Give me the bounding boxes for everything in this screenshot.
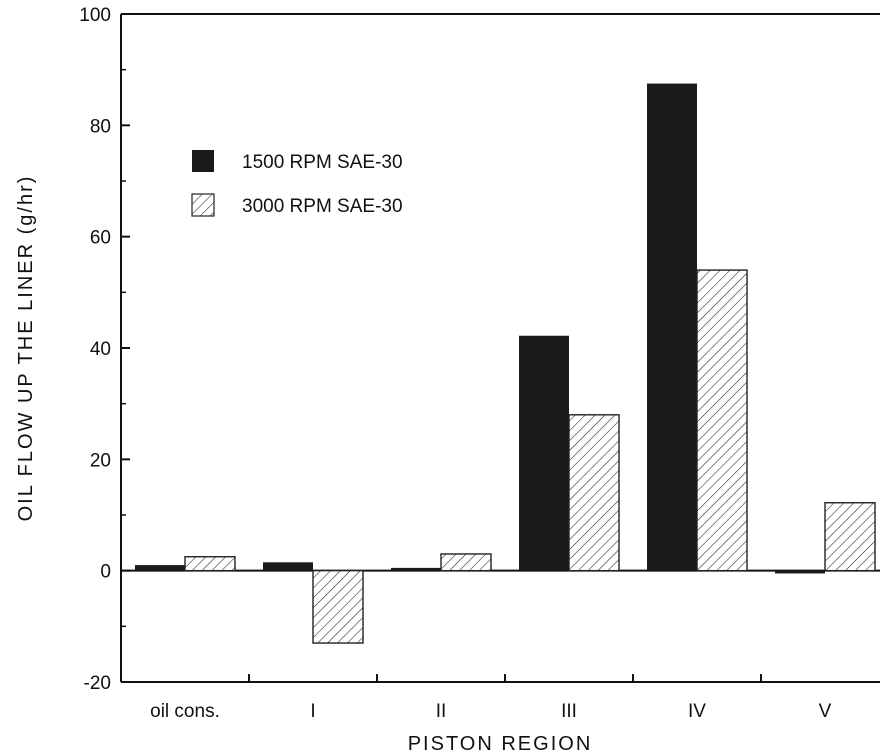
y-tick-label: 60 — [90, 228, 111, 249]
y-tick-label: 0 — [100, 562, 111, 583]
y-tick-label: 80 — [90, 116, 111, 137]
y-tick-label: -20 — [84, 673, 111, 694]
bar-1500rpm — [647, 83, 697, 571]
x-tick-label: I — [310, 701, 315, 722]
bar-3000rpm — [696, 269, 748, 572]
x-tick-label: oil cons. — [150, 701, 220, 722]
bar-3000rpm — [312, 569, 364, 644]
y-tick-label: 20 — [90, 450, 111, 471]
legend-label-3000rpm: 3000 RPM SAE-30 — [242, 196, 403, 217]
y-tick-label: 100 — [79, 5, 111, 26]
x-axis-title: PISTON REGION — [408, 733, 593, 755]
legend: 1500 RPM SAE-30 3000 RPM SAE-30 — [191, 150, 403, 217]
bar-3000rpm — [824, 502, 876, 572]
legend-label-1500rpm: 1500 RPM SAE-30 — [242, 152, 403, 173]
bar-1500rpm — [391, 567, 441, 571]
bar-1500rpm — [263, 562, 313, 571]
x-tick-label: IV — [688, 701, 706, 722]
x-tick-label: V — [819, 701, 832, 722]
bar-1500rpm — [135, 565, 185, 571]
y-axis-title: OIL FLOW UP THE LINER (g/hr) — [15, 175, 37, 522]
bar-3000rpm — [440, 553, 492, 572]
bar-1500rpm — [775, 570, 825, 574]
legend-swatch-hatched — [191, 193, 215, 217]
x-tick-label: II — [436, 701, 447, 722]
legend-swatch-solid — [192, 150, 214, 172]
y-tick-label: 40 — [90, 339, 111, 360]
bar-1500rpm — [519, 335, 569, 571]
bar-3000rpm — [184, 556, 236, 572]
bar-3000rpm — [568, 414, 620, 572]
x-tick-label: III — [561, 701, 577, 722]
